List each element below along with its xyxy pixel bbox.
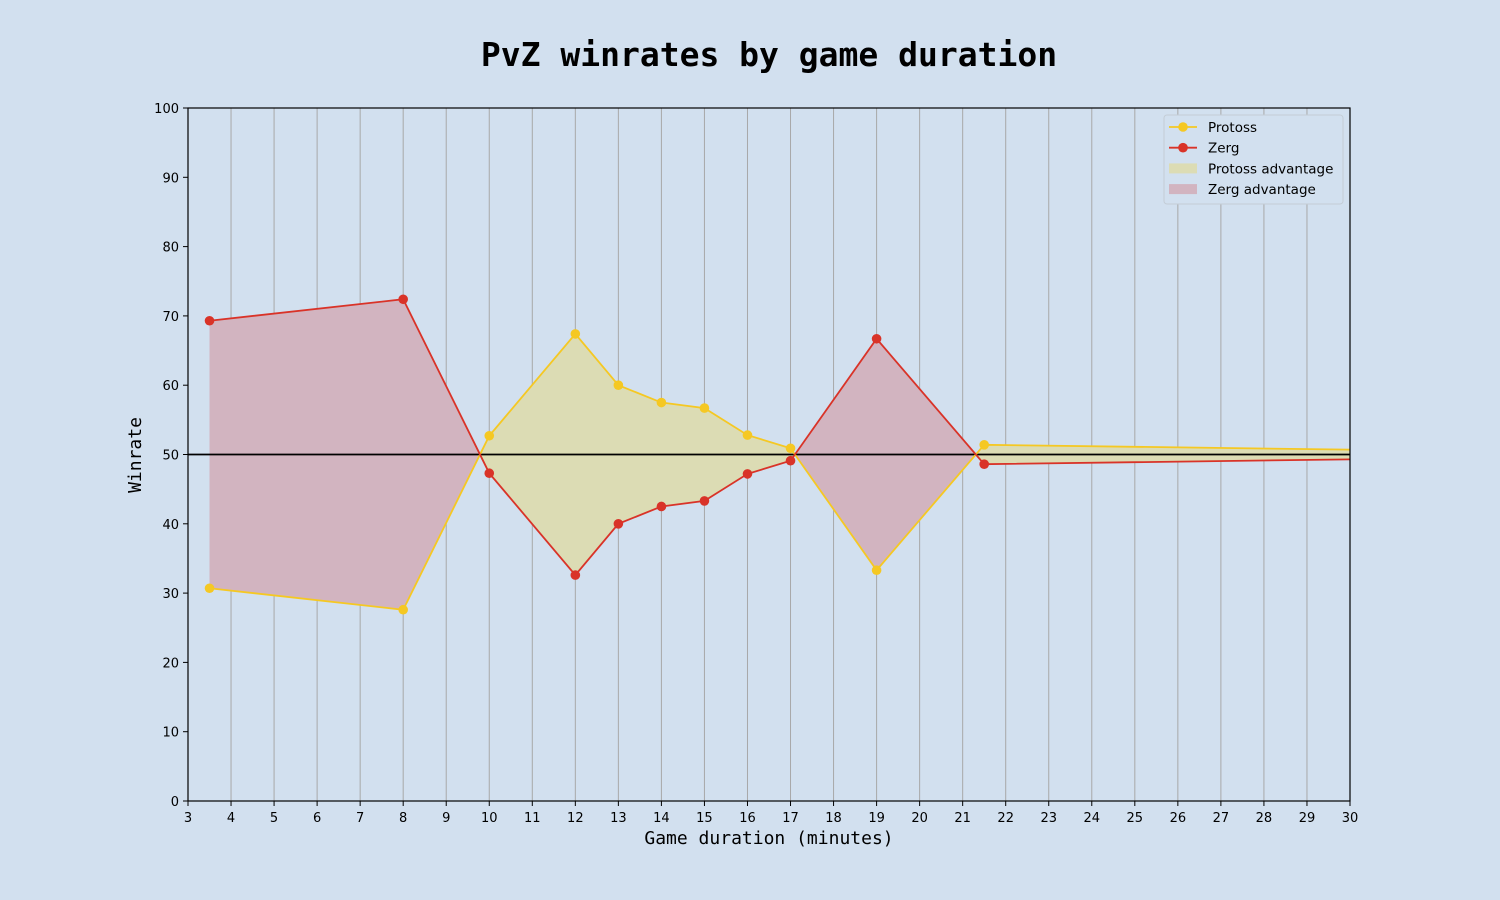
legend-box bbox=[1163, 114, 1344, 205]
zerg-point bbox=[871, 333, 882, 344]
x-tick-label: 28 bbox=[1256, 811, 1273, 826]
y-tick-label: 100 bbox=[154, 102, 179, 117]
x-tick-label: 17 bbox=[782, 811, 799, 826]
x-tick-label: 10 bbox=[481, 811, 498, 826]
protoss-point bbox=[398, 604, 408, 615]
x-tick-label: 30 bbox=[1342, 811, 1359, 826]
x-tick-label: 9 bbox=[442, 811, 450, 826]
protoss-point bbox=[699, 403, 710, 413]
zerg-line bbox=[209, 298, 1351, 577]
x-tick-label: 27 bbox=[1213, 811, 1230, 826]
x-tick-label: 23 bbox=[1040, 811, 1057, 826]
y-tick-label: 90 bbox=[162, 171, 179, 186]
chart-title: PvZ winrates by game duration bbox=[481, 35, 1057, 74]
y-tick-label: 0 bbox=[171, 795, 179, 810]
x-tick-label: 15 bbox=[696, 811, 713, 826]
y-tick-label: 50 bbox=[162, 449, 179, 464]
x-tick-label: 16 bbox=[739, 811, 756, 826]
y-axis-label: Winrate bbox=[125, 417, 146, 493]
x-tick-label: 8 bbox=[399, 811, 407, 826]
x-tick-label: 19 bbox=[868, 811, 885, 826]
x-tick-label: 13 bbox=[610, 811, 627, 826]
zerg-point bbox=[656, 501, 667, 512]
x-tick-label: 7 bbox=[356, 811, 364, 826]
protoss-point bbox=[979, 439, 989, 450]
legend: Protoss Zerg Protoss advantage Zerg advanta… bbox=[1163, 114, 1344, 205]
legend-protoss-advantage-swatch bbox=[1169, 163, 1197, 174]
plot-area: 3 4 5 6 7 8 9 10 11 12 13 14 15 16 17 18 19 20 21 22 23 24 25 2… bbox=[154, 102, 1358, 826]
zerg-point bbox=[742, 469, 753, 479]
zerg-point bbox=[699, 496, 710, 506]
x-tick-label: 22 bbox=[997, 811, 1014, 826]
x-tick-label: 20 bbox=[911, 811, 928, 826]
x-tick-label: 18 bbox=[825, 811, 842, 826]
x-tick-label: 5 bbox=[270, 811, 278, 826]
zerg-point bbox=[398, 294, 408, 305]
protoss-point bbox=[570, 329, 581, 339]
x-tick-label: 29 bbox=[1299, 811, 1316, 826]
legend-zerg-advantage-label: Zerg advantage bbox=[1208, 182, 1316, 198]
y-tick-label: 10 bbox=[162, 726, 179, 741]
zerg-point bbox=[785, 455, 796, 466]
protoss-point bbox=[785, 443, 796, 454]
y-tick-label: 70 bbox=[162, 310, 179, 325]
legend-zerg-marker bbox=[1178, 142, 1188, 153]
protoss-point bbox=[613, 380, 624, 391]
x-tick-label: 24 bbox=[1084, 811, 1101, 826]
x-axis-label: Game duration (minutes) bbox=[644, 828, 893, 849]
legend-zerg-label: Zerg bbox=[1208, 141, 1239, 157]
x-tick-label: 26 bbox=[1170, 811, 1187, 826]
y-tick-label: 40 bbox=[162, 518, 179, 533]
zerg-point bbox=[204, 315, 215, 326]
x-tick-label: 12 bbox=[567, 811, 584, 826]
x-tick-label: 25 bbox=[1127, 811, 1144, 826]
protoss-point bbox=[484, 430, 495, 441]
x-tick-label: 3 bbox=[184, 811, 192, 826]
protoss-point bbox=[871, 565, 882, 576]
zerg-point bbox=[484, 468, 495, 479]
protoss-line bbox=[209, 332, 1351, 611]
y-tick-label: 80 bbox=[162, 241, 179, 256]
zerg-point bbox=[979, 459, 989, 470]
legend-protoss-marker bbox=[1178, 122, 1188, 132]
legend-zerg-advantage-swatch bbox=[1169, 184, 1197, 195]
y-tick-label: 30 bbox=[162, 587, 179, 602]
legend-protoss-label: Protoss bbox=[1208, 120, 1257, 136]
x-tick-label: 11 bbox=[524, 811, 541, 826]
protoss-point bbox=[656, 397, 667, 408]
y-tick-label: 60 bbox=[162, 379, 179, 394]
x-tick-label: 21 bbox=[954, 811, 971, 826]
x-tick-label: 4 bbox=[227, 811, 235, 826]
legend-protoss-advantage-label: Protoss advantage bbox=[1208, 161, 1333, 177]
protoss-point bbox=[204, 583, 215, 594]
zerg-point bbox=[613, 519, 624, 529]
zerg-point bbox=[570, 570, 581, 580]
protoss-point bbox=[742, 430, 753, 440]
x-tick-label: 6 bbox=[313, 811, 321, 826]
y-tick-label: 20 bbox=[162, 656, 179, 671]
x-tick-label: 14 bbox=[653, 811, 670, 826]
